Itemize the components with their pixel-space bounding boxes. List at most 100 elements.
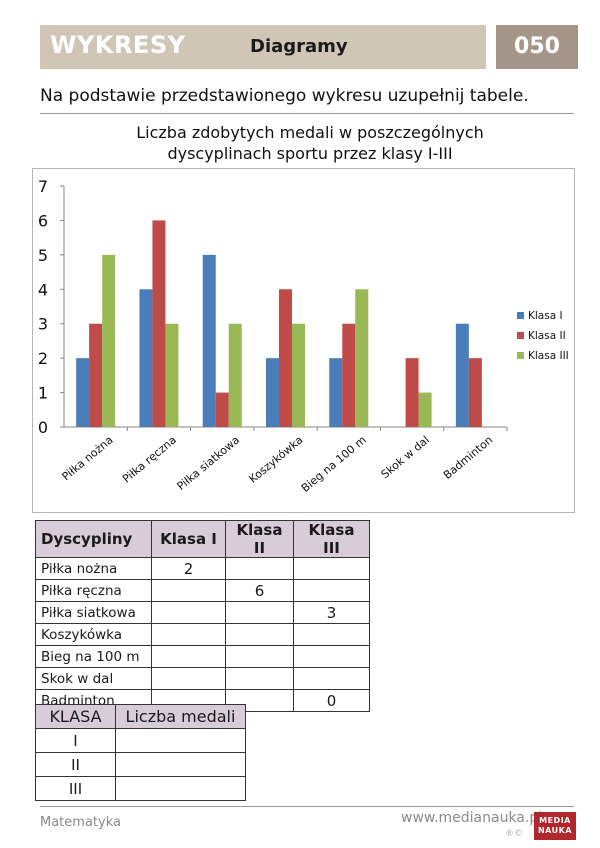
logo-line-1: MEDIA: [539, 816, 571, 825]
page-subtitle: Diagramy: [250, 36, 348, 57]
bar-2: [405, 358, 419, 427]
class-3-cell[interactable]: [293, 667, 370, 690]
bar-1: [266, 358, 279, 427]
medal-count-cell[interactable]: [115, 776, 246, 801]
bar-2: [279, 289, 292, 427]
class-3-cell[interactable]: [293, 579, 370, 602]
footer-url-link[interactable]: www.medianauka.pl: [401, 810, 543, 826]
class-1-cell[interactable]: [151, 579, 226, 602]
bar-2: [342, 323, 356, 427]
x-category-label: Skok w dal: [379, 433, 432, 481]
class-3-cell[interactable]: 0: [293, 689, 370, 712]
class-2-cell[interactable]: [225, 645, 294, 668]
class-2-cell[interactable]: 6: [225, 579, 294, 602]
table2-row: II: [35, 752, 246, 777]
chart-container: 0 1 2 3 4 5 6 7 Piłka nożna Piłka ręczna Piłka sia…: [32, 168, 575, 513]
class-3-cell[interactable]: [293, 557, 370, 580]
class-2-cell[interactable]: [225, 667, 294, 690]
footer-subject: Matematyka: [40, 815, 121, 830]
table1-row: Skok w dal: [35, 667, 370, 690]
discipline-cell: Skok w dal: [35, 667, 152, 690]
discipline-cell: Koszykówka: [35, 623, 152, 646]
legend-swatch-3: [517, 352, 524, 359]
class-3-cell[interactable]: [293, 623, 370, 646]
y-tick-label: 3: [38, 315, 48, 334]
table2-header-class: KLASA: [35, 704, 116, 729]
bar-1: [455, 323, 469, 427]
table1-row: Piłka siatkowa 3: [35, 601, 370, 624]
legend-swatch-1: [517, 312, 524, 319]
bar-1: [76, 358, 90, 427]
chart-title-line-2: dyscyplinach sportu przez klasy I-III: [167, 144, 453, 163]
media-nauka-logo: MEDIA NAUKA: [534, 812, 576, 840]
legend-label-3: Klasa III: [528, 350, 569, 362]
table1-header-class-2: Klasa II: [225, 520, 294, 558]
bar-3: [165, 323, 179, 427]
page-number: 050: [514, 34, 560, 59]
medals-by-class-table: KLASA Liczba medali I II III: [35, 704, 246, 801]
bar-3: [102, 254, 116, 427]
class-3-cell[interactable]: 3: [293, 601, 370, 624]
table2-row: I: [35, 728, 246, 753]
table1-row: Bieg na 100 m: [35, 645, 370, 668]
table2-header-medal-count: Liczba medali: [115, 704, 246, 729]
class-1-cell[interactable]: 2: [151, 557, 226, 580]
discipline-cell: Piłka ręczna: [35, 579, 152, 602]
class-label-cell: I: [35, 728, 116, 753]
y-tick-label: 1: [38, 384, 48, 403]
bar-2: [152, 220, 166, 427]
table1-row: Piłka nożna 2: [35, 557, 370, 580]
x-category-label: Badminton: [441, 433, 495, 482]
class-2-cell[interactable]: [225, 601, 294, 624]
chart-title-line-1: Liczba zdobytych medali w poszczególnych: [136, 123, 484, 142]
y-tick-label: 7: [38, 177, 48, 196]
y-tick-label: 2: [38, 349, 48, 368]
table1-row: Koszykówka: [35, 623, 370, 646]
page-section-title: WYKRESY: [50, 31, 186, 59]
y-tick-label: 0: [38, 418, 48, 437]
bar-1: [202, 254, 216, 427]
discipline-cell: Bieg na 100 m: [35, 645, 152, 668]
discipline-cell: Piłka siatkowa: [35, 601, 152, 624]
x-category-label: Bieg na 100 m: [299, 433, 369, 495]
table2-row: III: [35, 776, 246, 801]
y-tick-label: 4: [38, 280, 48, 299]
medals-by-discipline-table: Dyscypliny Klasa I Klasa II Klasa III Pi…: [35, 520, 370, 712]
table1-header-class-1: Klasa I: [151, 520, 226, 558]
medal-count-cell[interactable]: [115, 752, 246, 777]
bar-3: [228, 323, 242, 427]
class-1-cell[interactable]: [151, 623, 226, 646]
bar-2: [215, 392, 229, 427]
bar-3: [418, 392, 432, 427]
header-band: WYKRESY Diagramy: [40, 25, 486, 69]
table1-header-class-3: Klasa III: [293, 520, 370, 558]
bar-2: [468, 358, 482, 427]
table2-header-row: KLASA Liczba medali: [35, 704, 246, 729]
class-2-cell[interactable]: [225, 557, 294, 580]
page-number-box: 050: [496, 25, 578, 69]
x-category-label: Piłka siatkowa: [175, 433, 243, 493]
logo-line-2: NAUKA: [537, 826, 573, 835]
table1-header-row: Dyscypliny Klasa I Klasa II Klasa III: [35, 520, 370, 558]
legend-label-2: Klasa II: [528, 330, 566, 342]
table1-header-disciplines: Dyscypliny: [35, 520, 152, 558]
class-label-cell: III: [35, 776, 116, 801]
medal-count-cell[interactable]: [115, 728, 246, 753]
class-2-cell[interactable]: [225, 623, 294, 646]
table1-row: Piłka ręczna 6: [35, 579, 370, 602]
y-tick-label: 5: [38, 246, 48, 265]
x-category-label: Piłka ręczna: [120, 433, 179, 485]
bar-1: [139, 289, 153, 427]
class-1-cell[interactable]: [151, 601, 226, 624]
bar-3: [292, 323, 305, 427]
divider-footer: [40, 806, 574, 807]
class-1-cell[interactable]: [151, 667, 226, 690]
x-category-label: Koszykówka: [246, 433, 305, 485]
class-label-cell: II: [35, 752, 116, 777]
class-1-cell[interactable]: [151, 645, 226, 668]
legend-label-1: Klasa I: [528, 310, 563, 322]
class-3-cell[interactable]: [293, 645, 370, 668]
bar-1: [329, 358, 343, 427]
x-category-label: Piłka nożna: [60, 433, 116, 483]
